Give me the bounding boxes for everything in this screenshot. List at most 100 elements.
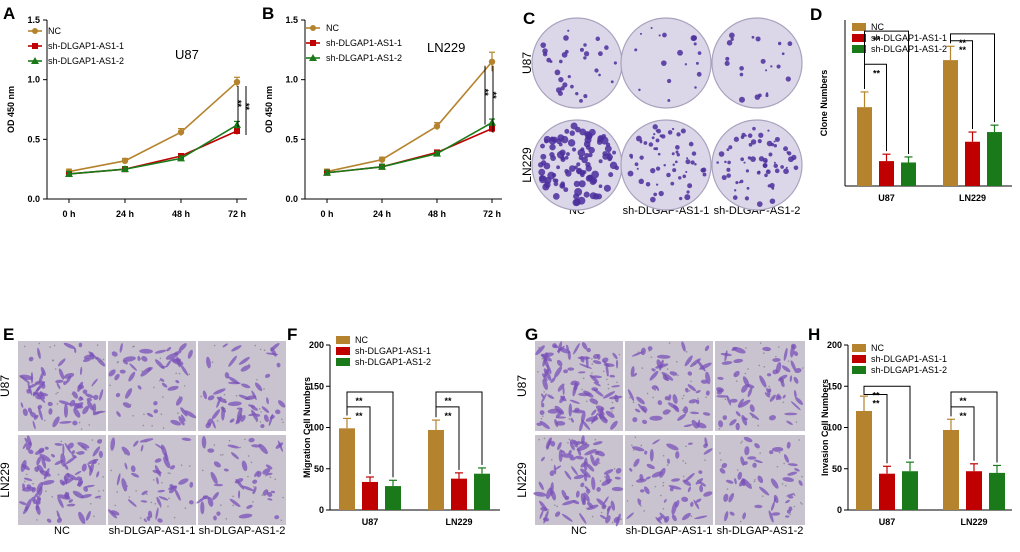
colony — [564, 155, 569, 160]
cell — [647, 346, 653, 351]
pore — [793, 505, 796, 508]
significance-label: ** — [959, 396, 967, 406]
colony — [655, 166, 661, 171]
colony — [773, 140, 776, 143]
colony — [726, 148, 730, 152]
cell — [781, 365, 791, 373]
cell — [28, 382, 39, 389]
column-label: sh-DLGAP-AS1-2 — [717, 525, 804, 537]
cell — [771, 512, 781, 516]
cell — [735, 411, 741, 417]
pore — [154, 502, 157, 505]
cell — [266, 491, 273, 497]
significance-label: ** — [959, 411, 967, 421]
cell — [39, 454, 51, 462]
colony — [650, 168, 656, 174]
cell — [244, 395, 257, 401]
cell — [110, 510, 120, 516]
colony — [555, 87, 562, 93]
pore — [607, 387, 610, 390]
colony — [766, 170, 770, 173]
y-tick-label: 150 — [827, 381, 842, 391]
colony — [726, 173, 731, 178]
series-line-0 — [68, 81, 238, 173]
pore — [768, 385, 770, 388]
cell — [643, 486, 650, 495]
colony — [552, 193, 560, 200]
colony — [653, 192, 658, 197]
cell — [180, 414, 186, 422]
colony — [588, 152, 593, 158]
legend-swatch-marker — [309, 54, 317, 61]
pore — [616, 381, 618, 384]
pore — [159, 357, 162, 360]
bar — [943, 429, 959, 510]
colony — [776, 64, 781, 69]
cell — [26, 435, 32, 446]
pore — [256, 378, 258, 381]
colony — [685, 159, 691, 165]
colony — [750, 156, 756, 163]
colony — [758, 156, 765, 162]
pore — [611, 521, 614, 524]
cell — [599, 514, 607, 520]
cell — [146, 516, 151, 522]
cell — [141, 490, 148, 496]
pore — [640, 505, 642, 507]
colony — [768, 152, 773, 157]
cell — [657, 400, 663, 406]
pore — [631, 484, 634, 487]
significance-bracket — [864, 30, 909, 154]
colony — [639, 32, 642, 35]
pore — [705, 396, 707, 399]
cell — [128, 371, 136, 382]
pore — [141, 370, 144, 372]
micrograph-tile — [715, 341, 805, 431]
cell — [156, 477, 159, 485]
cell — [111, 351, 118, 357]
pore — [582, 377, 585, 380]
colony — [745, 169, 750, 173]
cell — [729, 511, 735, 516]
colony — [670, 181, 675, 186]
pore — [735, 380, 738, 382]
x-category-label: LN229 — [959, 193, 986, 203]
cell — [22, 441, 28, 450]
pore — [159, 379, 161, 382]
cell — [64, 463, 69, 470]
cell — [36, 456, 42, 466]
cell — [236, 407, 243, 420]
colony — [662, 32, 667, 38]
colony — [671, 152, 675, 156]
cell — [207, 448, 215, 453]
pore — [719, 452, 721, 454]
cell — [213, 515, 217, 521]
pore — [782, 401, 785, 404]
pore — [54, 368, 57, 370]
y-tick-label: 0.5 — [27, 134, 40, 144]
cell — [789, 375, 793, 383]
colony — [597, 138, 602, 143]
cell — [649, 415, 663, 421]
data-point — [121, 157, 129, 165]
cell — [189, 481, 194, 488]
cell — [614, 476, 621, 480]
pore — [789, 513, 791, 516]
cell — [785, 515, 790, 518]
x-tick-label: 24 h — [373, 209, 391, 219]
pore — [93, 515, 95, 518]
pore — [91, 439, 94, 441]
cell — [740, 456, 745, 466]
cell — [81, 463, 87, 472]
pore — [71, 393, 74, 395]
pore — [781, 379, 784, 382]
cell — [609, 374, 616, 378]
cell — [687, 371, 693, 376]
legend-label: sh-DLGAP1-AS1-1 — [48, 41, 124, 51]
legend-swatch — [336, 336, 350, 344]
cell — [159, 378, 165, 382]
colony — [583, 51, 590, 57]
cell — [569, 456, 576, 461]
colony — [718, 151, 725, 157]
colony — [744, 196, 750, 201]
